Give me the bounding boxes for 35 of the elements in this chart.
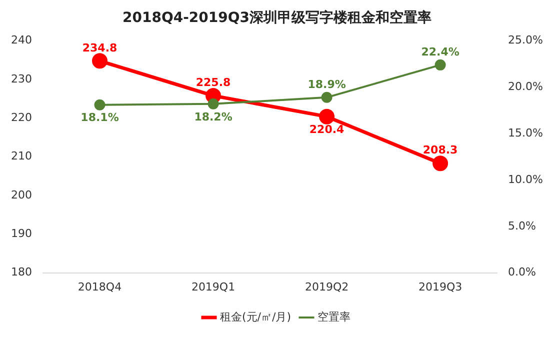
- y2-tick-label: 20.0%: [508, 80, 544, 94]
- x-tick-label: 2018Q4: [78, 280, 122, 294]
- y-tick-label: 200: [10, 188, 32, 202]
- y2-tick-label: 15.0%: [508, 126, 544, 140]
- data-label: 220.4: [309, 122, 345, 136]
- data-label: 234.8: [82, 41, 118, 54]
- point: [92, 53, 108, 69]
- data-label: 22.4%: [421, 45, 460, 58]
- data-label: 208.3: [422, 144, 458, 157]
- y2-tick-label: 25.0%: [508, 34, 544, 47]
- point: [319, 108, 335, 124]
- point: [434, 59, 446, 70]
- legend-label: 空置率: [318, 310, 350, 324]
- x-tick-label: 2019Q3: [418, 280, 462, 294]
- y-tick-label: 220: [10, 110, 32, 124]
- y2-tick-label: 0.0%: [508, 266, 536, 279]
- y-tick-label: 180: [10, 266, 32, 279]
- x-tick-label: 2019Q2: [304, 280, 349, 294]
- y-tick-label: 230: [10, 72, 32, 86]
- data-label: 18.9%: [308, 78, 346, 91]
- point: [94, 99, 106, 110]
- data-label: 18.1%: [80, 111, 119, 124]
- legend-label: 租金(元/㎡/月): [220, 310, 291, 324]
- y2-tick-label: 5.0%: [508, 219, 536, 232]
- y-tick-label: 190: [10, 226, 32, 240]
- y-tick-label: 240: [10, 34, 32, 47]
- data-label: 18.2%: [194, 110, 232, 124]
- point: [208, 98, 219, 110]
- data-label: 225.8: [196, 76, 231, 90]
- point: [321, 92, 332, 103]
- x-tick-label: 2019Q1: [191, 280, 236, 294]
- y-tick-label: 210: [10, 150, 32, 163]
- y2-tick-label: 10.0%: [508, 172, 544, 186]
- chart-title: 2018Q4-2019Q3深圳甲级写字楼租金和空置率: [122, 9, 432, 26]
- point: [432, 156, 448, 172]
